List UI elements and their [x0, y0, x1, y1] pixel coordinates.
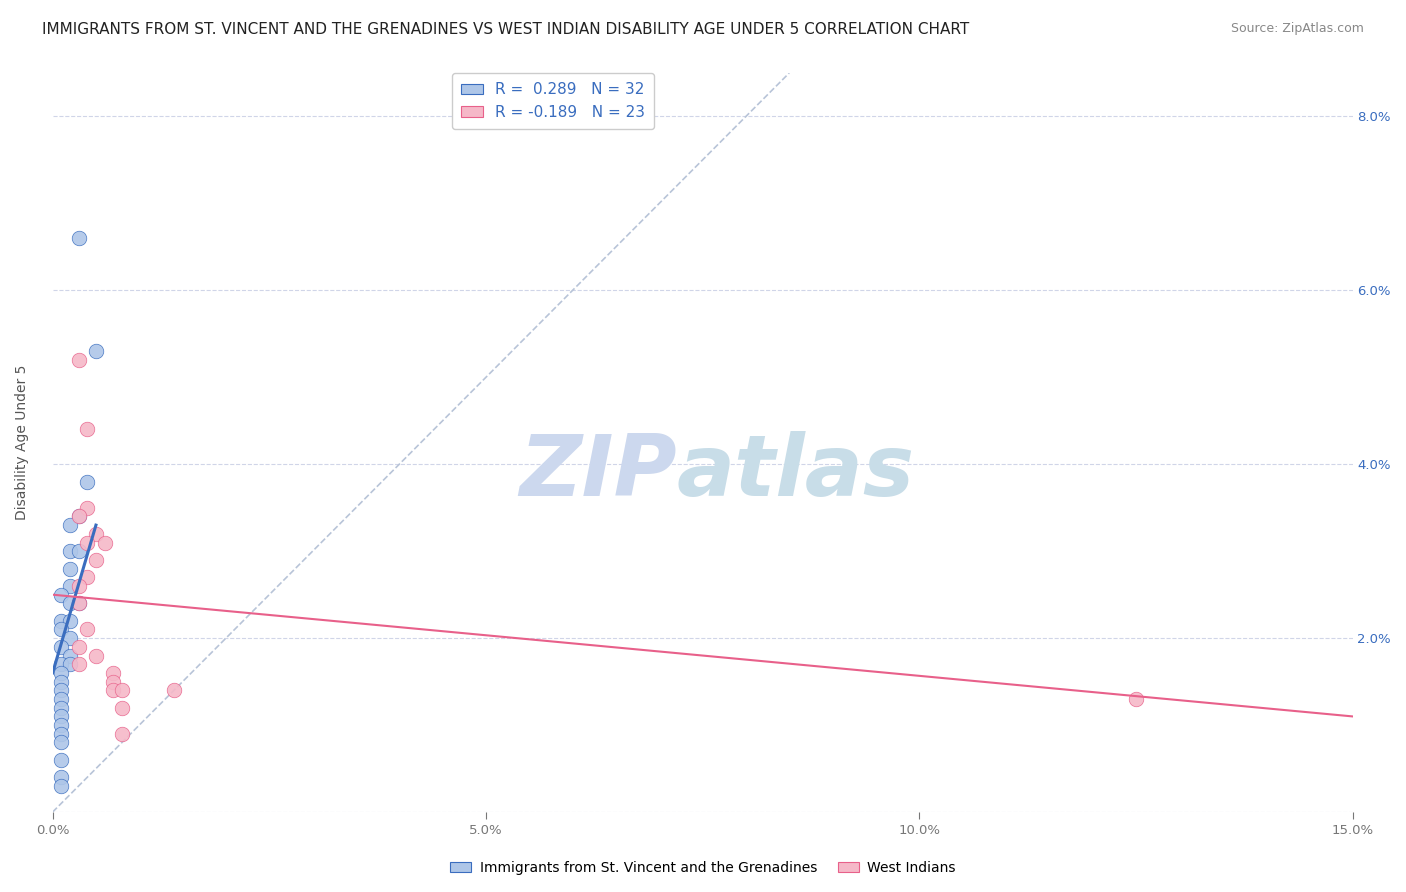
Point	[76, 623, 98, 637]
Point	[67, 596, 90, 610]
Point	[59, 614, 82, 628]
Point	[51, 770, 73, 784]
Point	[51, 779, 73, 793]
Point	[103, 674, 125, 689]
Point	[103, 683, 125, 698]
Point	[76, 422, 98, 436]
Point	[51, 753, 73, 767]
Text: Source: ZipAtlas.com: Source: ZipAtlas.com	[1230, 22, 1364, 36]
Point	[67, 596, 90, 610]
Point	[51, 623, 73, 637]
Point	[67, 544, 90, 558]
Point	[67, 231, 90, 245]
Y-axis label: Disability Age Under 5: Disability Age Under 5	[15, 365, 30, 520]
Point	[59, 518, 82, 533]
Point	[93, 535, 115, 549]
Point	[51, 735, 73, 749]
Point	[103, 665, 125, 680]
Point	[51, 683, 73, 698]
Point	[59, 596, 82, 610]
Point	[67, 509, 90, 524]
Point	[51, 588, 73, 602]
Point	[59, 657, 82, 672]
Point	[51, 718, 73, 732]
Point	[67, 640, 90, 654]
Point	[163, 683, 186, 698]
Point	[111, 700, 134, 714]
Legend: Immigrants from St. Vincent and the Grenadines, West Indians: Immigrants from St. Vincent and the Gren…	[444, 855, 962, 880]
Point	[76, 570, 98, 584]
Point	[84, 553, 107, 567]
Point	[76, 500, 98, 515]
Point	[67, 352, 90, 367]
Point	[76, 475, 98, 489]
Point	[76, 535, 98, 549]
Point	[59, 648, 82, 663]
Point	[84, 344, 107, 359]
Point	[84, 648, 107, 663]
Point	[51, 640, 73, 654]
Point	[51, 657, 73, 672]
Point	[111, 683, 134, 698]
Point	[51, 727, 73, 741]
Point	[111, 727, 134, 741]
Point	[51, 614, 73, 628]
Point	[59, 631, 82, 645]
Point	[67, 657, 90, 672]
Legend: R =  0.289   N = 32, R = -0.189   N = 23: R = 0.289 N = 32, R = -0.189 N = 23	[453, 73, 654, 129]
Point	[59, 544, 82, 558]
Point	[51, 665, 73, 680]
Point	[1125, 692, 1147, 706]
Point	[51, 674, 73, 689]
Text: IMMIGRANTS FROM ST. VINCENT AND THE GRENADINES VS WEST INDIAN DISABILITY AGE UND: IMMIGRANTS FROM ST. VINCENT AND THE GREN…	[42, 22, 969, 37]
Text: atlas: atlas	[676, 431, 915, 514]
Point	[67, 579, 90, 593]
Point	[67, 509, 90, 524]
Point	[51, 709, 73, 723]
Text: ZIP: ZIP	[519, 431, 676, 514]
Point	[84, 526, 107, 541]
Point	[59, 579, 82, 593]
Point	[51, 692, 73, 706]
Point	[59, 561, 82, 575]
Point	[51, 700, 73, 714]
